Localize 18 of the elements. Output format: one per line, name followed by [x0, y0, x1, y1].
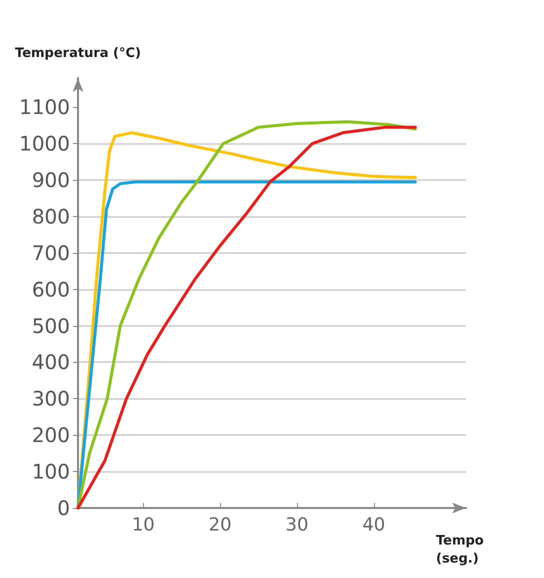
y-tick-label: 500 — [32, 314, 70, 338]
y-tick-label: 100 — [32, 460, 70, 484]
y-tick-label: 600 — [32, 277, 70, 302]
y-tick-label: 0 — [57, 496, 70, 520]
y-tick-label: 700 — [32, 240, 70, 265]
y-tick-label: 400 — [32, 350, 70, 374]
y-tick-label: 200 — [32, 423, 70, 448]
x-tick-label: 10 — [132, 514, 155, 536]
x-tick-label: 20 — [208, 514, 232, 536]
y-tick-label: 900 — [32, 168, 70, 192]
y-axis-title: Temperatura (°C) — [15, 46, 141, 61]
y-tick-label: 1000 — [19, 132, 70, 156]
y-tick-label: 300 — [32, 386, 70, 411]
y-tick-label: 1100 — [19, 95, 70, 120]
x-tick-label: 40 — [362, 514, 386, 536]
x-axis-title: Tempo (seg.) — [436, 534, 484, 566]
y-tick-label: 800 — [32, 204, 70, 228]
x-tick-label: 30 — [286, 514, 308, 536]
